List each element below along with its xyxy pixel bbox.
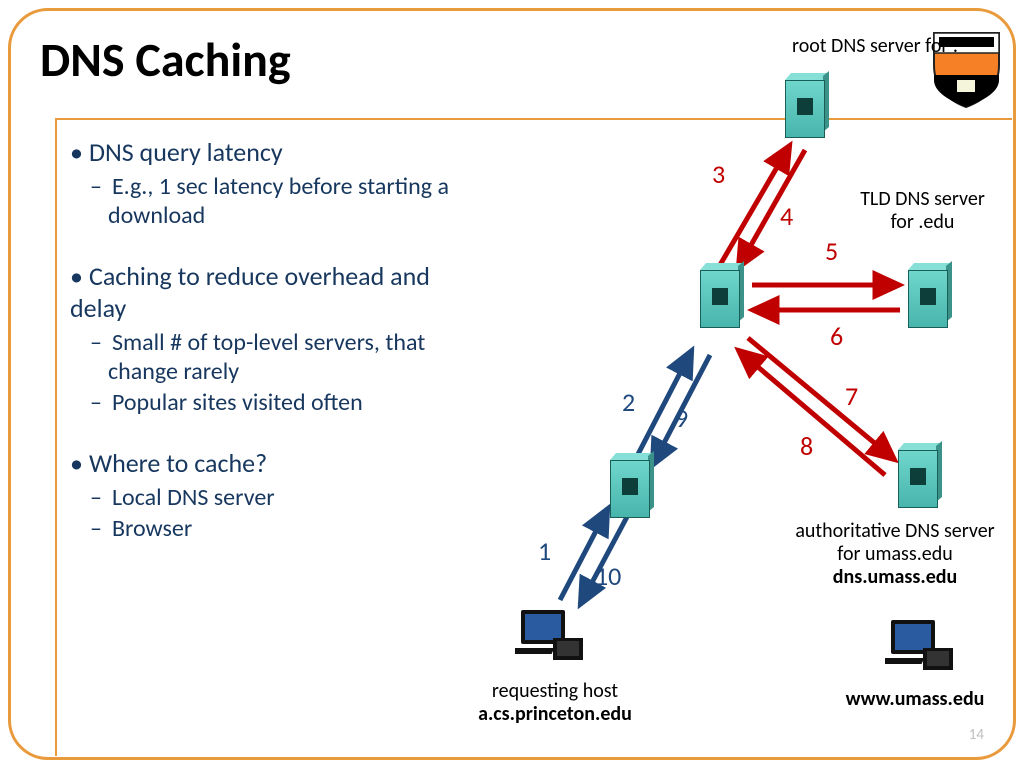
bullet-3: Where to cache? (70, 447, 490, 479)
umass-host-icon (885, 618, 955, 680)
slide-title: DNS Caching (40, 30, 291, 89)
dns-diagram: root DNS server for . TLD DNS serverfor … (500, 30, 1010, 750)
bullet-3b: Browser (90, 514, 490, 543)
mid-server-icon (610, 460, 652, 520)
step-8: 8 (800, 430, 813, 462)
root-label: root DNS server for . (750, 35, 1000, 58)
step-2: 2 (622, 386, 635, 418)
step-3: 3 (712, 158, 725, 190)
bullet-3a: Local DNS server (90, 483, 490, 512)
step-7: 7 (845, 380, 858, 412)
auth-label: authoritative DNS server for umass.edu d… (770, 520, 1020, 589)
bullet-1: DNS query latency (70, 136, 490, 168)
local-dns-server-icon (700, 270, 742, 330)
page-number: 14 (969, 726, 984, 744)
step-5: 5 (825, 235, 838, 267)
left-divider (55, 118, 57, 756)
bullet-2a: Small # of top-level servers, that chang… (90, 328, 490, 386)
bullet-2: Caching to reduce overhead and delay (70, 260, 490, 324)
arrow-7 (748, 338, 895, 460)
tld-label: TLD DNS serverfor .edu (835, 188, 1010, 234)
bullet-content: DNS query latency E.g., 1 sec latency be… (70, 130, 490, 545)
step-9: 9 (675, 402, 688, 434)
step-1: 1 (538, 535, 551, 567)
requesting-host-icon (515, 608, 585, 670)
tld-dns-server-icon (908, 270, 950, 330)
bullet-2b: Popular sites visited often (90, 388, 490, 417)
bullet-1a: E.g., 1 sec latency before starting a do… (90, 172, 490, 230)
auth-dns-server-icon (898, 450, 940, 510)
umass-label: www.umass.edu (810, 688, 1020, 711)
step-4: 4 (780, 200, 793, 232)
root-dns-server-icon (785, 80, 827, 140)
step-6: 6 (830, 320, 843, 352)
arrow-4 (738, 150, 805, 268)
req-host-label: requesting hosta.cs.princeton.edu (440, 680, 670, 726)
step-10: 10 (595, 560, 621, 592)
